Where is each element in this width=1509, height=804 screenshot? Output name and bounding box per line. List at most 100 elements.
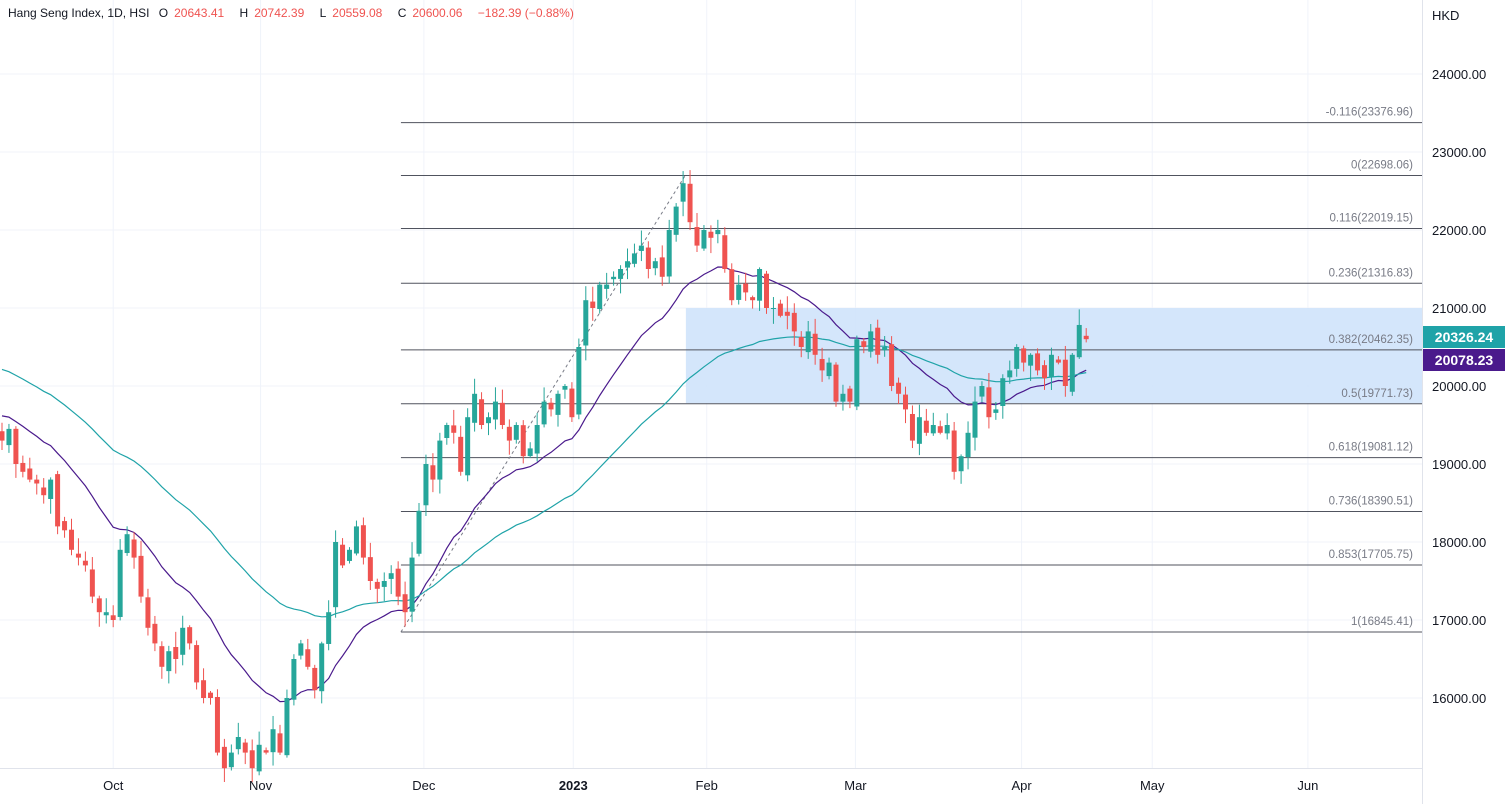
candle-body <box>916 417 922 444</box>
low-value: 20559.08 <box>332 6 383 20</box>
x-tick-label: Oct <box>103 778 124 793</box>
candle-body <box>882 347 888 351</box>
candle-body <box>256 744 262 772</box>
candle-body <box>875 327 881 355</box>
candle-body <box>854 339 860 407</box>
price-axis-border <box>1422 0 1423 804</box>
candle-body <box>666 230 672 277</box>
x-tick-label: Dec <box>412 778 436 793</box>
candle-body <box>340 544 346 566</box>
candle-body <box>305 649 311 667</box>
ma-fast-line <box>1 266 1087 703</box>
candle-body <box>1062 359 1068 386</box>
candle-body <box>777 303 783 316</box>
open-value: 20643.41 <box>174 6 225 20</box>
fib-level-label: 0.382(20462.35) <box>1329 334 1414 346</box>
candle-body <box>201 680 207 698</box>
y-tick-label: 23000.00 <box>1432 145 1486 160</box>
candle-body <box>736 284 742 300</box>
candle-body <box>583 300 589 346</box>
candles <box>0 170 1089 783</box>
candle-body <box>541 401 547 425</box>
candle-body <box>75 553 81 558</box>
candle-body <box>228 752 234 768</box>
low-label: L <box>319 6 327 20</box>
candle-body <box>569 388 575 418</box>
candle-body <box>423 464 429 506</box>
candle-body <box>437 440 443 480</box>
candle-body <box>923 420 929 433</box>
candle-body <box>430 465 436 480</box>
candle-body <box>333 542 339 608</box>
y-tick-label: 16000.00 <box>1432 691 1486 706</box>
candle-body <box>555 393 561 415</box>
candle-body <box>909 413 915 441</box>
candle-body <box>465 417 471 476</box>
change-value: −182.39 (−0.88%) <box>477 6 574 20</box>
candle-body <box>242 742 248 753</box>
candle-body <box>972 401 978 438</box>
fib-level-label: 0.236(21316.83) <box>1329 267 1414 279</box>
fibonacci-retracement[interactable]: -0.116(23376.96) 0(22698.06) 0.116(22019.1… <box>400 107 1422 633</box>
candle-body <box>444 425 450 439</box>
candle-body <box>55 474 61 527</box>
y-tick-label: 17000.00 <box>1432 613 1486 628</box>
candle-body <box>103 612 109 616</box>
candle-body <box>0 431 5 441</box>
fib-level-label: 0.853(17705.75) <box>1329 549 1414 561</box>
candle-body <box>958 456 964 472</box>
candle-body <box>145 597 151 628</box>
symbol-title: Hang Seng Index, 1D, HSI <box>8 6 150 20</box>
y-tick-label: 22000.00 <box>1432 223 1486 238</box>
candle-body <box>249 750 255 769</box>
candle-body <box>27 468 33 480</box>
candle-body <box>673 206 679 235</box>
candle-body <box>499 402 505 425</box>
price-axis[interactable]: HKD 24000.00 23000.00 22000.00 21000.00 2000… <box>1432 8 1486 706</box>
candle-body <box>1042 365 1047 379</box>
candle-body <box>479 399 485 425</box>
candle-body <box>903 394 908 410</box>
candle-body <box>743 283 749 293</box>
candle-body <box>604 284 610 289</box>
candle-body <box>13 428 19 464</box>
close-label: C <box>397 6 407 20</box>
candle-body <box>388 573 394 579</box>
candle-body <box>1021 348 1027 363</box>
candle-body <box>701 230 707 249</box>
candle-body <box>562 386 568 390</box>
x-tick-label: Feb <box>696 778 718 793</box>
candle-body <box>173 647 179 659</box>
candle-body <box>187 627 193 644</box>
candle-body <box>221 746 227 769</box>
fib-level-label: -0.116(23376.96) <box>1326 107 1414 119</box>
candle-body <box>708 231 714 238</box>
moving-averages <box>1 266 1087 703</box>
y-tick-label: 24000.00 <box>1432 67 1486 82</box>
candle-body <box>965 432 971 458</box>
open-label: O <box>158 6 169 20</box>
candle-body <box>618 269 624 279</box>
x-tick-label: 2023 <box>559 778 588 793</box>
candle-body <box>527 448 533 457</box>
candle-body <box>1035 353 1041 371</box>
candle-body <box>458 436 464 472</box>
close-value: 20600.06 <box>412 6 463 20</box>
candle-body <box>138 555 144 597</box>
candle-body <box>979 386 985 397</box>
candle-body <box>381 581 387 587</box>
ma-value-badge <box>1423 326 1505 348</box>
candle-body <box>208 692 213 698</box>
time-axis[interactable]: Oct Nov Dec 2023 Feb Mar Apr May Jun <box>103 778 1318 793</box>
symbol-legend: Hang Seng Index, 1D, HSI O 20643.41 H 2074… <box>8 6 580 20</box>
candle-body <box>993 409 999 413</box>
candle-body <box>48 479 54 499</box>
ma-value-badge <box>1423 349 1505 371</box>
candle-body <box>1055 359 1061 363</box>
candle-body <box>896 382 902 394</box>
candle-body <box>152 623 158 644</box>
candle-body <box>1014 347 1020 369</box>
candle-body <box>180 627 186 655</box>
candle-body <box>951 430 957 472</box>
